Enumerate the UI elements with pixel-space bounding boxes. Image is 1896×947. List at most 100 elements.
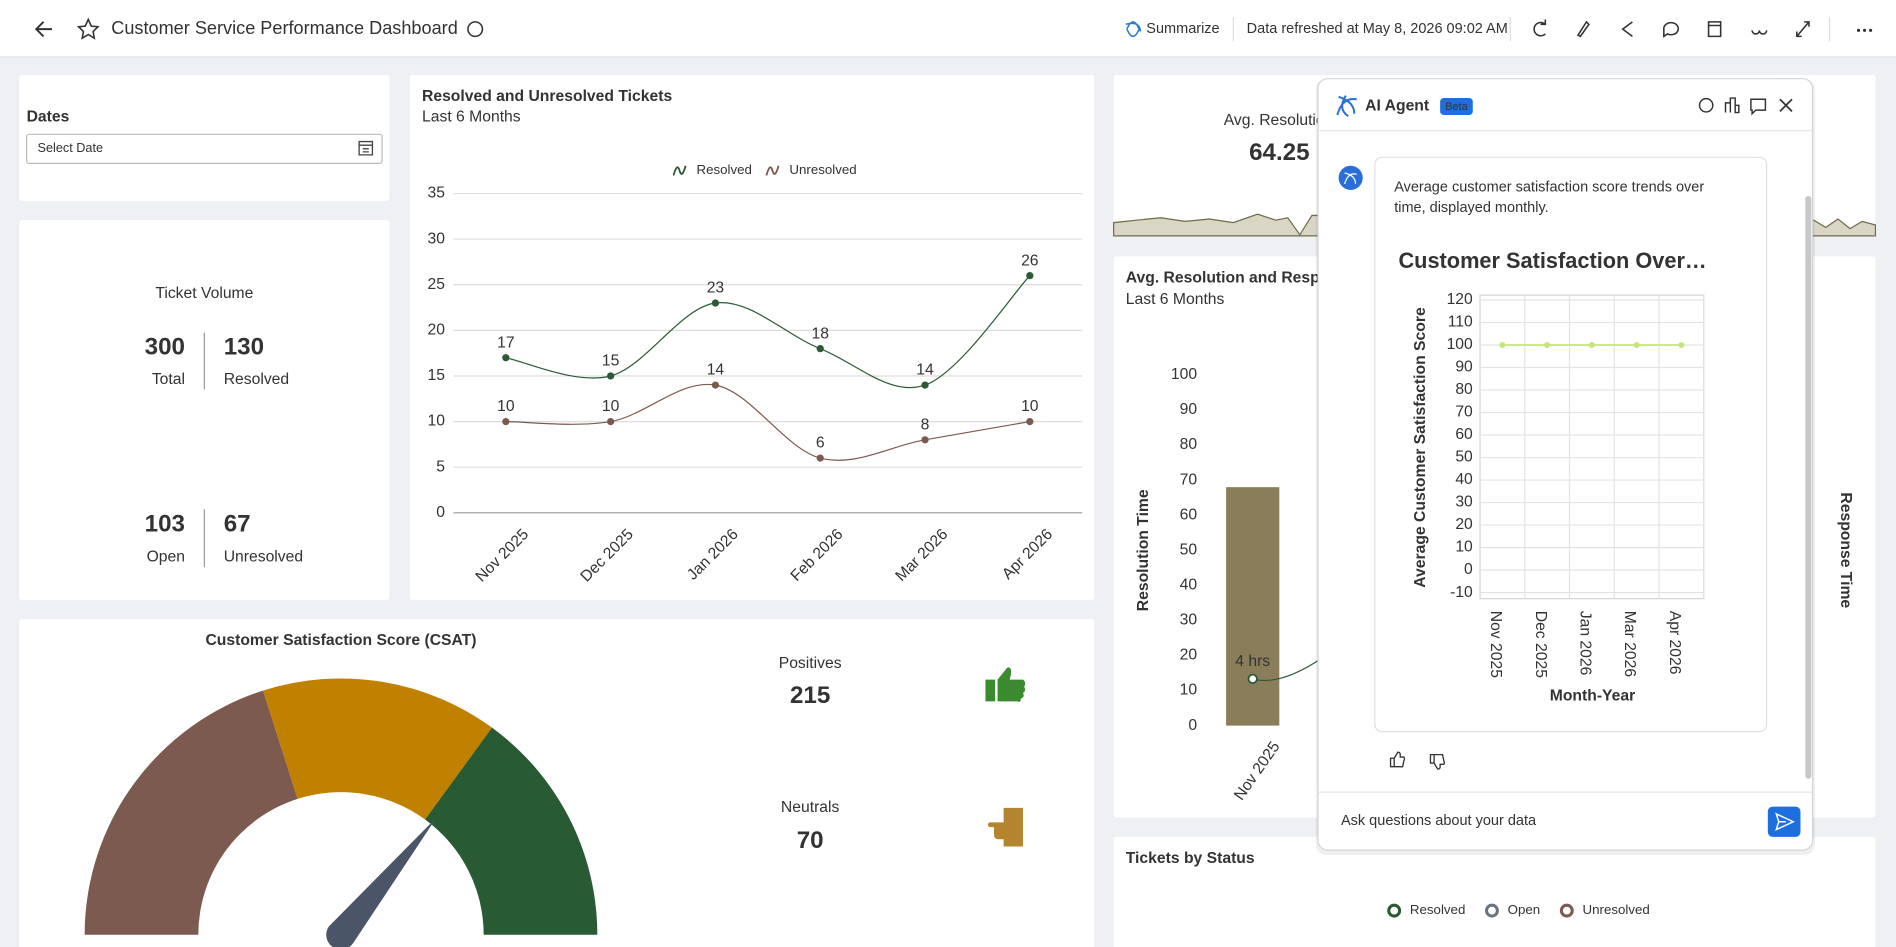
y-tick-label: 10 — [1180, 682, 1198, 699]
thumbs-down-button[interactable] — [1429, 753, 1446, 770]
data-point — [502, 417, 510, 426]
y-tick-label: 10 — [1455, 539, 1473, 556]
chart-subtitle: Last 6 Months — [1126, 291, 1225, 308]
x-tick-label: Apr 2026 — [1666, 611, 1683, 675]
y-tick-label: 25 — [428, 276, 446, 293]
neutrals-label: Neutrals — [781, 799, 840, 816]
summarize-button: Summarize — [1146, 21, 1219, 37]
y-tick-label: 60 — [1180, 506, 1198, 523]
data-label: 4 hrs — [1235, 653, 1270, 670]
more-menu[interactable] — [1856, 28, 1861, 32]
send-icon — [1775, 812, 1795, 831]
data-point — [921, 436, 929, 444]
y-tick-label: 30 — [428, 230, 446, 247]
gauge-segment — [425, 727, 598, 935]
metric-label: Total — [152, 371, 185, 388]
data-label: 17 — [497, 334, 514, 351]
scrollbar — [1805, 195, 1812, 779]
data-label: 10 — [497, 398, 515, 415]
dashboard-title: Customer Service Performance Dashboard — [111, 18, 458, 38]
toolbar-button[interactable] — [1576, 20, 1590, 38]
x-tick-label: Dec 2025 — [1532, 611, 1549, 678]
data-label: 14 — [916, 362, 934, 379]
chat-button[interactable] — [1750, 98, 1767, 116]
y-tick-label: 80 — [1455, 381, 1473, 398]
y-tick-label: 90 — [1180, 401, 1198, 418]
data-point — [816, 344, 824, 353]
thumbs-up-icon — [985, 667, 1026, 702]
x-tick-label: Mar 2026 — [1621, 611, 1638, 678]
data-point — [1026, 272, 1034, 280]
chart-subtitle: Last 6 Months — [422, 109, 521, 126]
thumbs-up-button[interactable] — [1389, 751, 1406, 768]
more-menu[interactable] — [1862, 28, 1867, 32]
ticket-volume-card — [19, 220, 390, 600]
refresh-info: Data refreshed at May 8, 2026 09:02 AM — [1247, 21, 1508, 37]
info-icon[interactable] — [467, 21, 484, 38]
more-menu[interactable] — [1869, 28, 1873, 32]
chat-input-placeholder: Ask questions about your data — [1341, 813, 1537, 829]
back-button[interactable] — [34, 21, 52, 38]
data-point — [607, 417, 615, 426]
y-tick-label: 15 — [428, 367, 446, 384]
data-label: 10 — [1021, 398, 1039, 415]
metric-label: Resolved — [224, 371, 289, 388]
favorite-star[interactable] — [76, 17, 100, 40]
y-tick-label: 10 — [428, 413, 446, 430]
data-point — [816, 454, 824, 462]
data-point — [607, 372, 615, 380]
chart-button[interactable] — [1724, 97, 1740, 114]
y-tick-label: 30 — [1455, 494, 1473, 511]
y-tick-label: 30 — [1180, 612, 1198, 629]
help-button[interactable] — [1698, 97, 1714, 113]
data-label: 10 — [602, 398, 620, 415]
data-point — [711, 381, 720, 389]
toolbar-button[interactable] — [1621, 21, 1633, 38]
y-axis-label: Average Customer Satisfaction Score — [1412, 307, 1429, 588]
y-tick-label: 100 — [1171, 366, 1197, 383]
legend-label: Resolved — [696, 162, 751, 177]
chart-title: Avg. Resolution and Respo — [1126, 269, 1330, 286]
line-point — [1247, 673, 1258, 684]
date-input[interactable] — [25, 133, 383, 164]
data-point — [1678, 341, 1685, 349]
metric-label: Unresolved — [224, 549, 303, 566]
legend-label: Unresolved — [1583, 902, 1650, 917]
chart-title: Tickets by Status — [1126, 850, 1255, 867]
toolbar-button[interactable] — [1796, 21, 1810, 38]
line-segment — [1256, 658, 1321, 681]
bot-avatar — [1338, 165, 1363, 190]
y-axis-label: Resolution Time — [1135, 489, 1152, 611]
x-tick-label: Nov 2025 — [1487, 611, 1504, 678]
x-axis-label: Month-Year — [1550, 688, 1636, 705]
message-text: time, displayed monthly. — [1394, 200, 1548, 216]
chart-title: Customer Satisfaction Over… — [1398, 248, 1706, 273]
y-tick-label: 70 — [1455, 404, 1473, 421]
toolbar-button[interactable] — [1751, 30, 1768, 35]
y-tick-label: 40 — [1455, 471, 1473, 488]
positives-value: 215 — [790, 682, 830, 709]
metric-label: Open — [147, 549, 185, 566]
y-tick-label: 70 — [1180, 471, 1198, 488]
data-point — [502, 354, 510, 362]
close-button[interactable] — [1779, 98, 1793, 112]
toolbar-button[interactable] — [1707, 21, 1722, 38]
chart-title: Resolved and Unresolved Tickets — [422, 88, 672, 105]
y-tick-label: 60 — [1455, 426, 1473, 443]
data-point — [1588, 341, 1595, 349]
y-tick-label: 20 — [1455, 516, 1473, 533]
csat-title: Customer Satisfaction Score (CSAT) — [205, 632, 476, 649]
data-label: 26 — [1021, 252, 1039, 269]
y-tick-label: 100 — [1447, 336, 1473, 353]
toolbar-button[interactable] — [1533, 19, 1547, 37]
data-point — [1026, 417, 1034, 426]
gauge-segment — [263, 678, 493, 820]
ticket-volume-title: Ticket Volume — [155, 285, 253, 302]
toolbar-button[interactable] — [1663, 21, 1680, 38]
gauge-segment — [84, 690, 298, 935]
tickets-by-status-card — [1113, 836, 1876, 947]
metric-value: 67 — [224, 510, 251, 537]
beta-badge — [1440, 98, 1473, 115]
